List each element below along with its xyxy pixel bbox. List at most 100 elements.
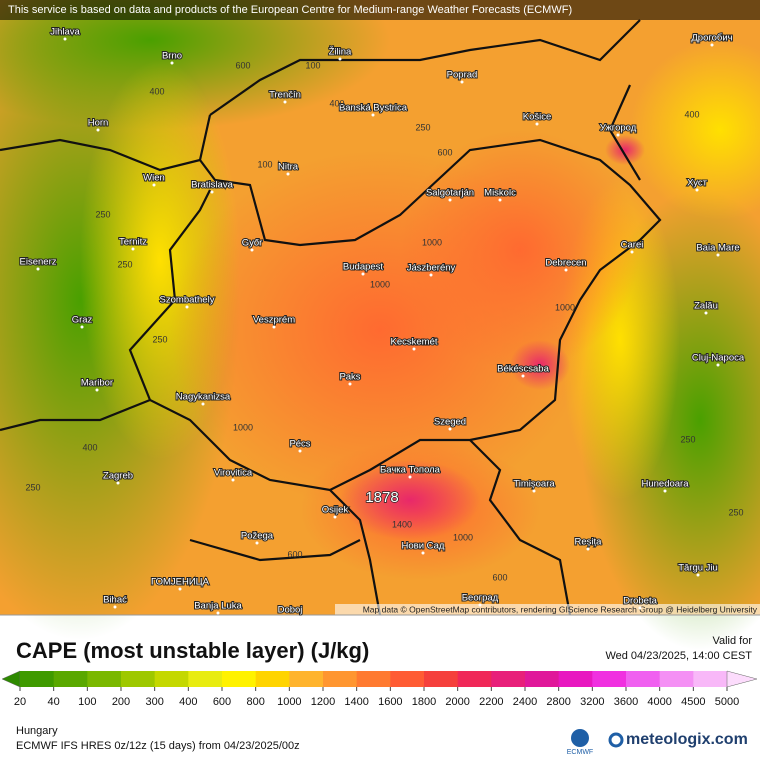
colorbar-label: 2200 (479, 696, 503, 708)
contour-label: 600 (437, 147, 452, 157)
contour-label: 1000 (555, 302, 575, 312)
contour-label: 1000 (422, 237, 442, 247)
city-dot (429, 273, 433, 277)
city-label: Maribor (81, 378, 113, 389)
city-dot (696, 573, 700, 577)
city-dot (478, 603, 482, 607)
city-dot (412, 347, 416, 351)
city-dot (408, 475, 412, 479)
city-dot (288, 615, 292, 619)
contour-label: 1000 (370, 279, 390, 289)
colorbar-segment (390, 671, 425, 687)
valid-label: Valid for (712, 635, 752, 647)
city-dot (113, 605, 117, 609)
city-label: Jászberény (407, 263, 456, 274)
colorbar-segment (626, 671, 661, 687)
city-label: Pécs (289, 439, 310, 450)
city-dot (710, 43, 714, 47)
colorbar-segment (255, 671, 290, 687)
colorbar-label: 5000 (715, 696, 739, 708)
city-label: Banská Bystrica (339, 103, 408, 114)
colorbar-segment (289, 671, 324, 687)
city-label: Carei (621, 240, 644, 251)
city-dot (96, 128, 100, 132)
city-dot (36, 267, 40, 271)
city-dot (250, 248, 254, 252)
city-label: Poprad (447, 70, 478, 81)
city-label: Trenčín (269, 90, 301, 101)
map-credit: Map data © OpenStreetMap contributors, r… (363, 604, 758, 614)
contour-label: 100 (305, 60, 320, 70)
max-value-label: 1878 (365, 489, 398, 506)
region: Hungary (16, 725, 58, 737)
city-dot (630, 250, 634, 254)
city-dot (586, 547, 590, 551)
model: ECMWF IFS HRES 0z/12z (15 days) from 04/… (16, 740, 300, 752)
colorbar-segment (154, 671, 189, 687)
city-label: Kecskemét (391, 337, 438, 348)
colorbar-segment (222, 671, 257, 687)
contour-label: 400 (329, 98, 344, 108)
colorbar-label: 2400 (513, 696, 537, 708)
colorbar-label: 1800 (412, 696, 436, 708)
city-label: Ужгород (600, 123, 637, 134)
city-label: ГОМЈЕНИЦА (151, 577, 210, 588)
borders (0, 19, 662, 616)
city-dot (95, 388, 99, 392)
city-dot (448, 198, 452, 202)
colorbar-end (1, 670, 21, 688)
city-label: Budapest (343, 262, 384, 273)
city-dot (521, 374, 525, 378)
colorbar-label: 1400 (344, 696, 368, 708)
contour-label: 250 (728, 507, 743, 517)
colorbar-end (726, 670, 758, 688)
ecmwf-icon (571, 729, 589, 747)
city-label: Hunedoara (641, 479, 689, 490)
colorbar-label: 600 (213, 696, 231, 708)
city-label: Győr (242, 238, 263, 249)
colorbar-segment (558, 671, 593, 687)
colorbar-label: 800 (246, 696, 264, 708)
city-label: Târgu Jiu (678, 563, 718, 574)
colorbar-label: 1000 (277, 696, 301, 708)
header-band (0, 0, 760, 20)
city-label: Szeged (434, 417, 466, 428)
city-label: Bihać (103, 595, 127, 606)
city-dot (63, 37, 67, 41)
city-dot (616, 133, 620, 137)
city-dot (80, 325, 84, 329)
city-label: Paks (339, 372, 360, 383)
city-dot (498, 198, 502, 202)
city-label: Reșița (575, 537, 603, 548)
city-label: Cluj-Napoca (692, 353, 745, 364)
colorbar-label: 40 (48, 696, 60, 708)
map-field (0, 0, 760, 650)
city-dot (283, 100, 287, 104)
city-label: Bratislava (191, 180, 233, 191)
city-dot (201, 402, 205, 406)
contour-label: 600 (492, 572, 507, 582)
city-dot (286, 172, 290, 176)
city-dot (695, 188, 699, 192)
city-dot (333, 515, 337, 519)
colorbar-label: 2000 (445, 696, 469, 708)
city-dot (421, 551, 425, 555)
colorbar-label: 20 (14, 696, 26, 708)
contour-label: 600 (287, 549, 302, 559)
city-label: Drobeta (623, 596, 658, 607)
colorbar-label: 300 (145, 696, 163, 708)
city-label: Бачка Топола (380, 465, 441, 476)
city-label: Horn (88, 118, 109, 129)
city-label: Žilina (329, 47, 352, 58)
city-label: Požega (241, 531, 274, 542)
title: CAPE (most unstable layer) (J/kg) (16, 638, 369, 663)
city-dot (448, 427, 452, 431)
city-label: Timișoara (513, 479, 555, 490)
city-dot (131, 247, 135, 251)
city-dot (255, 541, 259, 545)
attribution: This service is based on data and produc… (8, 4, 572, 16)
city-label: Нови Сад (402, 541, 445, 552)
colorbar-segment (491, 671, 526, 687)
